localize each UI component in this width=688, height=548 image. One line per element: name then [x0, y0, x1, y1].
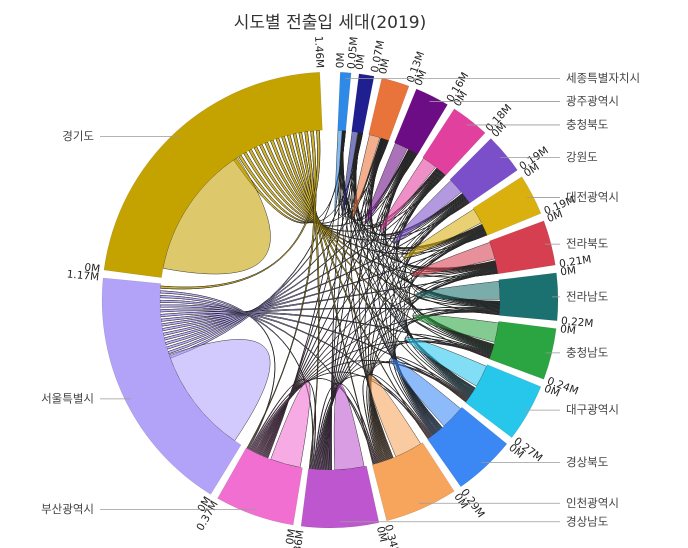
arc-region-9[interactable] [498, 272, 559, 321]
region-label-region-12: 경상북도 [566, 455, 608, 469]
labels-layer: 세종특별자치시광주광역시충청북도강원도대전광역시전라북도전라남도충청남도대구광역… [41, 71, 640, 528]
self-chord-region-17 [162, 156, 271, 275]
arc-region-5[interactable] [422, 108, 486, 176]
region-label-region-6: 강원도 [566, 150, 598, 164]
arc-region-2[interactable] [351, 73, 375, 134]
ribbons-layer [159, 130, 501, 471]
tick-label-region-14-end: 0.36M [290, 529, 306, 548]
ribbon-region-11-to-region-2 [355, 132, 476, 390]
tick-label-region-8-end: 0.21M [558, 253, 592, 270]
region-label-region-15: 부산광역시 [41, 502, 94, 516]
region-label-region-5: 충청북도 [566, 117, 608, 131]
arc-region-4[interactable] [394, 88, 448, 155]
self-chords-layer [162, 129, 501, 471]
tick-label-region-1-end: 0.05M [346, 36, 361, 69]
arc-region-8[interactable] [489, 220, 556, 275]
arc-region-3[interactable] [368, 77, 410, 141]
region-label-region-16: 서울특별시 [41, 391, 94, 405]
tick-label-region-9-start: 0M [560, 265, 577, 279]
tick-label-region-3-start: 0M [377, 57, 392, 75]
self-chord-region-16 [168, 339, 271, 442]
tick-label-region-4-start: 0M [412, 68, 429, 87]
tick-label-region-17-end: 1.46M [312, 36, 325, 69]
region-label-region-7: 대전광역시 [566, 190, 619, 204]
arc-region-12[interactable] [427, 406, 508, 488]
region-label-region-14: 경상남도 [566, 514, 608, 528]
ribbon-region-15-to-region-6 [259, 200, 469, 456]
ribbon-region-10-to-region-8 [412, 266, 498, 352]
ribbon-region-17-to-region-14 [304, 131, 320, 470]
ribbon-region-15-to-region-9 [255, 311, 500, 454]
tick-label-region-1-start: 0M [334, 52, 347, 68]
arc-region-15[interactable] [217, 447, 303, 526]
ribbon-region-16-to-region-5 [163, 174, 446, 341]
ribbon-region-16-to-region-12 [159, 304, 430, 439]
ribbon-region-14-to-region-5 [324, 173, 445, 471]
ribbon-region-16-to-region-3 [166, 139, 389, 350]
self-chord-region-3 [351, 134, 381, 219]
ribbon-region-15-to-region-14 [249, 379, 317, 470]
self-chord-region-2 [342, 131, 359, 217]
arc-region-14[interactable] [300, 465, 380, 529]
ribbon-region-13-to-region-6 [369, 199, 469, 461]
self-chord-region-5 [379, 157, 437, 232]
ribbon-region-12-to-region-2 [354, 132, 442, 430]
arc-region-11[interactable] [465, 364, 542, 438]
arc-region-6[interactable] [449, 138, 518, 204]
ribbon-region-13-to-region-5 [367, 172, 444, 461]
tick-label-region-8-start: 0M [545, 208, 564, 225]
ribbon-region-16-to-region-14 [159, 295, 314, 470]
tick-label-region-15-start: 0M [284, 528, 298, 545]
self-chord-region-14 [333, 383, 365, 471]
arc-region-10[interactable] [489, 321, 557, 380]
region-label-region-13: 인천광역시 [566, 496, 619, 510]
arc-region-17[interactable] [103, 71, 323, 278]
region-label-region-10: 충청남도 [566, 345, 608, 359]
ribbon-region-15-to-region-7 [258, 232, 487, 456]
arc-region-1[interactable] [337, 71, 352, 132]
tick-label-region-9-end: 0.22M [560, 315, 593, 330]
region-label-region-1: 세종특별자치시 [566, 71, 640, 85]
ribbon-region-14-to-region-4 [326, 152, 416, 471]
region-label-region-11: 대구광역시 [566, 403, 619, 417]
tick-label-region-2-start: 0M [354, 54, 368, 71]
tick-label-region-10-start: 0M [559, 323, 576, 337]
tick-label-region-17-start: 0M [84, 261, 101, 275]
tick-label-region-14-start: 0M [374, 525, 389, 543]
region-label-region-4: 광주광역시 [566, 94, 619, 108]
region-label-region-8: 전라북도 [566, 237, 608, 251]
arc-region-7[interactable] [472, 176, 542, 236]
chart-title: 시도별 전출입 세대(2019) [234, 13, 426, 33]
ribbon-region-15-to-region-12 [251, 371, 431, 452]
ribbon-region-13-to-region-4 [364, 152, 416, 460]
region-label-region-9: 전라남도 [566, 289, 608, 303]
region-label-region-17: 경기도 [62, 129, 94, 143]
tick-label-region-11-start: 0M [542, 383, 561, 400]
tick-label-region-16-end: 1.17M [66, 268, 99, 283]
ribbon-region-16-to-region-10 [160, 311, 491, 359]
arc-region-16[interactable] [101, 277, 242, 495]
ribbon-region-7-to-region-5 [393, 169, 484, 254]
ribbon-region-15-to-region-8 [257, 271, 498, 455]
ribbon-region-16-to-region-13 [159, 299, 376, 465]
arcs-layer [101, 71, 559, 529]
